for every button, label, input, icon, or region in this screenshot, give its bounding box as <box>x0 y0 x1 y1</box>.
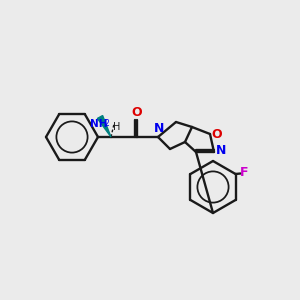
Text: N: N <box>216 145 226 158</box>
Text: 2: 2 <box>105 119 110 128</box>
Text: H: H <box>113 122 121 132</box>
Text: N: N <box>154 122 164 136</box>
Polygon shape <box>98 116 111 137</box>
Text: O: O <box>132 106 142 119</box>
Text: O: O <box>212 128 222 142</box>
Text: NH: NH <box>90 119 108 129</box>
Text: F: F <box>240 167 249 179</box>
